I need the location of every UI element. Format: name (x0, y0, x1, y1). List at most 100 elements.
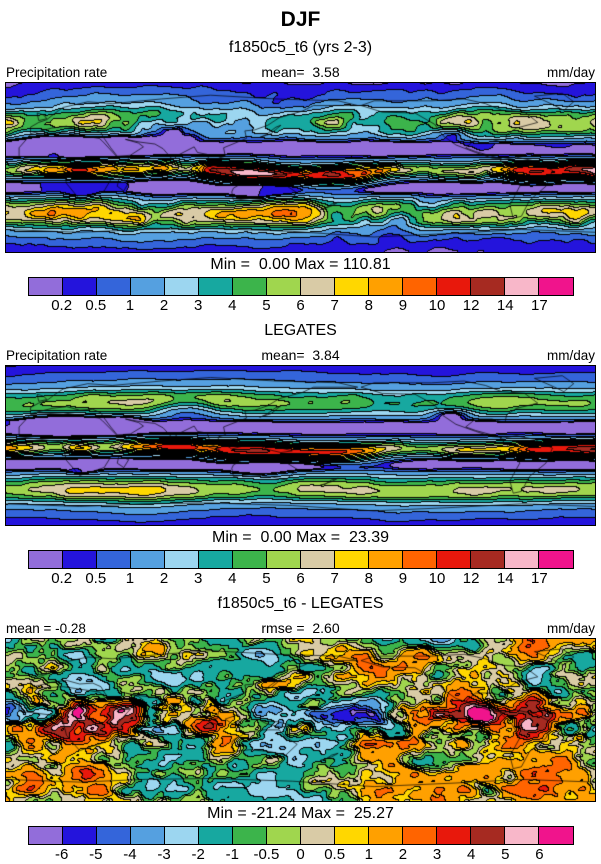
colorbar-tick-label: -4 (123, 846, 137, 863)
colorbar-color-box (28, 278, 62, 295)
colorbar-boxes (27, 277, 574, 296)
panel-model-title: f1850c5_t6 (yrs 2-3) (228, 39, 373, 56)
colorbar-color-box (28, 827, 62, 844)
colorbar-color-box (231, 551, 266, 568)
colorbar-tick-label: 2 (159, 570, 169, 587)
panel-obs: LEGATES Precipitation rate mean= 3.84 mm… (0, 322, 601, 588)
units-label: mm/day (546, 65, 595, 80)
colorbar-color-box (368, 551, 403, 568)
colorbar-tick-label: 9 (398, 297, 408, 314)
colorbar-tick-label: 5 (501, 846, 510, 863)
colorbar-color-box (368, 827, 403, 844)
colorbar-color-box (231, 827, 266, 844)
panel-diff-header: mean = -0.28 rmse = 2.60 mm/day (5, 619, 596, 636)
colorbar-color-box (265, 827, 300, 844)
colorbar-color-box (129, 278, 164, 295)
colorbar-color-box (436, 827, 471, 844)
colorbar-color-box (470, 551, 505, 568)
colorbar-color-box (163, 827, 198, 844)
colorbar-color-box (197, 827, 232, 844)
colorbar-tick-label: 14 (496, 297, 514, 314)
colorbar-color-box (300, 278, 335, 295)
colorbar-color-box (95, 278, 130, 295)
units-label: mm/day (546, 348, 595, 363)
colorbar-tick-label: 1 (125, 570, 135, 587)
colorbar-color-box (163, 551, 198, 568)
colorbar-tick-label: 0.5 (324, 846, 346, 863)
colorbar-tick-label: 2 (159, 297, 169, 314)
colorbar: 0.2 0.5 1 2 3 4 5 6 7 8 9 10 12 14 17 (27, 550, 574, 588)
colorbar-color-box (129, 551, 164, 568)
colorbar-ticks: 0.2 0.5 1 2 3 4 5 6 7 8 9 10 12 14 17 (28, 569, 574, 587)
colorbar-color-box (402, 827, 437, 844)
colorbar-tick-label: -5 (89, 846, 103, 863)
colorbar-tick-label: 3 (432, 846, 442, 863)
colorbar-tick-label: 12 (462, 297, 480, 314)
colorbar-tick-label: 17 (531, 297, 548, 314)
colorbar-tick-label: -6 (54, 846, 69, 863)
colorbar-color-box (61, 827, 96, 844)
colorbar-tick-label: 4 (466, 846, 476, 863)
variable-label: Precipitation rate (6, 65, 108, 80)
colorbar-color-box (334, 827, 369, 844)
model-precip-map (5, 82, 596, 253)
colorbar-color-box (504, 551, 539, 568)
panel-diff: f1850c5_t6 - LEGATES mean = -0.28 rmse =… (0, 595, 601, 864)
colorbar-color-box (436, 278, 471, 295)
colorbar-tick-label: 17 (531, 570, 548, 587)
difference-map (5, 638, 596, 802)
colorbar-color-box (504, 278, 539, 295)
mean-stat: mean= 3.84 (261, 347, 340, 363)
colorbar-tick-label: 2 (398, 846, 408, 863)
colorbar-tick-label: 6 (296, 570, 305, 587)
colorbar-color-box (129, 827, 164, 844)
colorbar-color-box (95, 827, 130, 844)
colorbar-boxes (27, 826, 574, 845)
colorbar-color-box (368, 278, 403, 295)
colorbar-tick-label: 5 (262, 297, 271, 314)
colorbar-tick-label: 0.2 (51, 297, 73, 314)
colorbar-ticks: 0.2 0.5 1 2 3 4 5 6 7 8 9 10 12 14 17 (28, 296, 574, 314)
colorbar-tick-label: -0.5 (253, 846, 280, 863)
colorbar-color-box (61, 278, 96, 295)
colorbar: 0.2 0.5 1 2 3 4 5 6 7 8 9 10 12 14 17 (27, 277, 574, 315)
colorbar-color-box (300, 551, 335, 568)
mean-stat: mean = -0.28 (6, 621, 86, 636)
colorbar-tick-label: 3 (193, 570, 203, 587)
figure-title: DJF (280, 8, 321, 31)
colorbar: -6 -5 -4 -3 -2 -1 -0.5 0 0.5 1 2 3 4 5 6 (27, 826, 574, 864)
colorbar-tick-label: 1 (364, 846, 373, 863)
colorbar-tick-label: 0.2 (51, 570, 73, 587)
colorbar-color-box (334, 551, 369, 568)
minmax-label: Min = 0.00 Max = 110.81 (210, 256, 391, 273)
colorbar-tick-label: 0.5 (85, 570, 107, 587)
panel-obs-title: LEGATES (264, 322, 337, 339)
colorbar-tick-label: 9 (398, 570, 408, 587)
panel-model: f1850c5_t6 (yrs 2-3) Precipitation rate … (0, 39, 601, 315)
colorbar-color-box (95, 551, 130, 568)
colorbar-color-box (163, 278, 198, 295)
colorbar-boxes (27, 550, 574, 569)
colorbar-tick-label: 6 (535, 846, 544, 863)
colorbar-tick-label: 1 (125, 297, 135, 314)
colorbar-ticks: -6 -5 -4 -3 -2 -1 -0.5 0 0.5 1 2 3 4 5 6 (28, 845, 574, 863)
colorbar-color-box (402, 551, 437, 568)
variable-label: Precipitation rate (6, 348, 108, 363)
colorbar-color-box (231, 278, 266, 295)
colorbar-tick-label: 12 (462, 570, 480, 587)
colorbar-tick-label: 10 (428, 297, 446, 314)
colorbar-color-box (538, 278, 573, 295)
colorbar-color-box (265, 278, 300, 295)
colorbar-tick-label: 7 (330, 297, 339, 314)
colorbar-tick-label: 6 (296, 297, 305, 314)
rmse-stat: rmse = 2.60 (261, 620, 340, 636)
colorbar-tick-label: 4 (228, 570, 237, 587)
colorbar-tick-label: -1 (225, 846, 239, 863)
colorbar-tick-label: -2 (191, 846, 205, 863)
colorbar-color-box (28, 551, 62, 568)
colorbar-tick-label: 14 (496, 570, 514, 587)
colorbar-color-box (300, 827, 335, 844)
panel-obs-header: Precipitation rate mean= 3.84 mm/day (5, 346, 596, 363)
colorbar-color-box (436, 551, 471, 568)
colorbar-tick-label: 10 (428, 570, 446, 587)
